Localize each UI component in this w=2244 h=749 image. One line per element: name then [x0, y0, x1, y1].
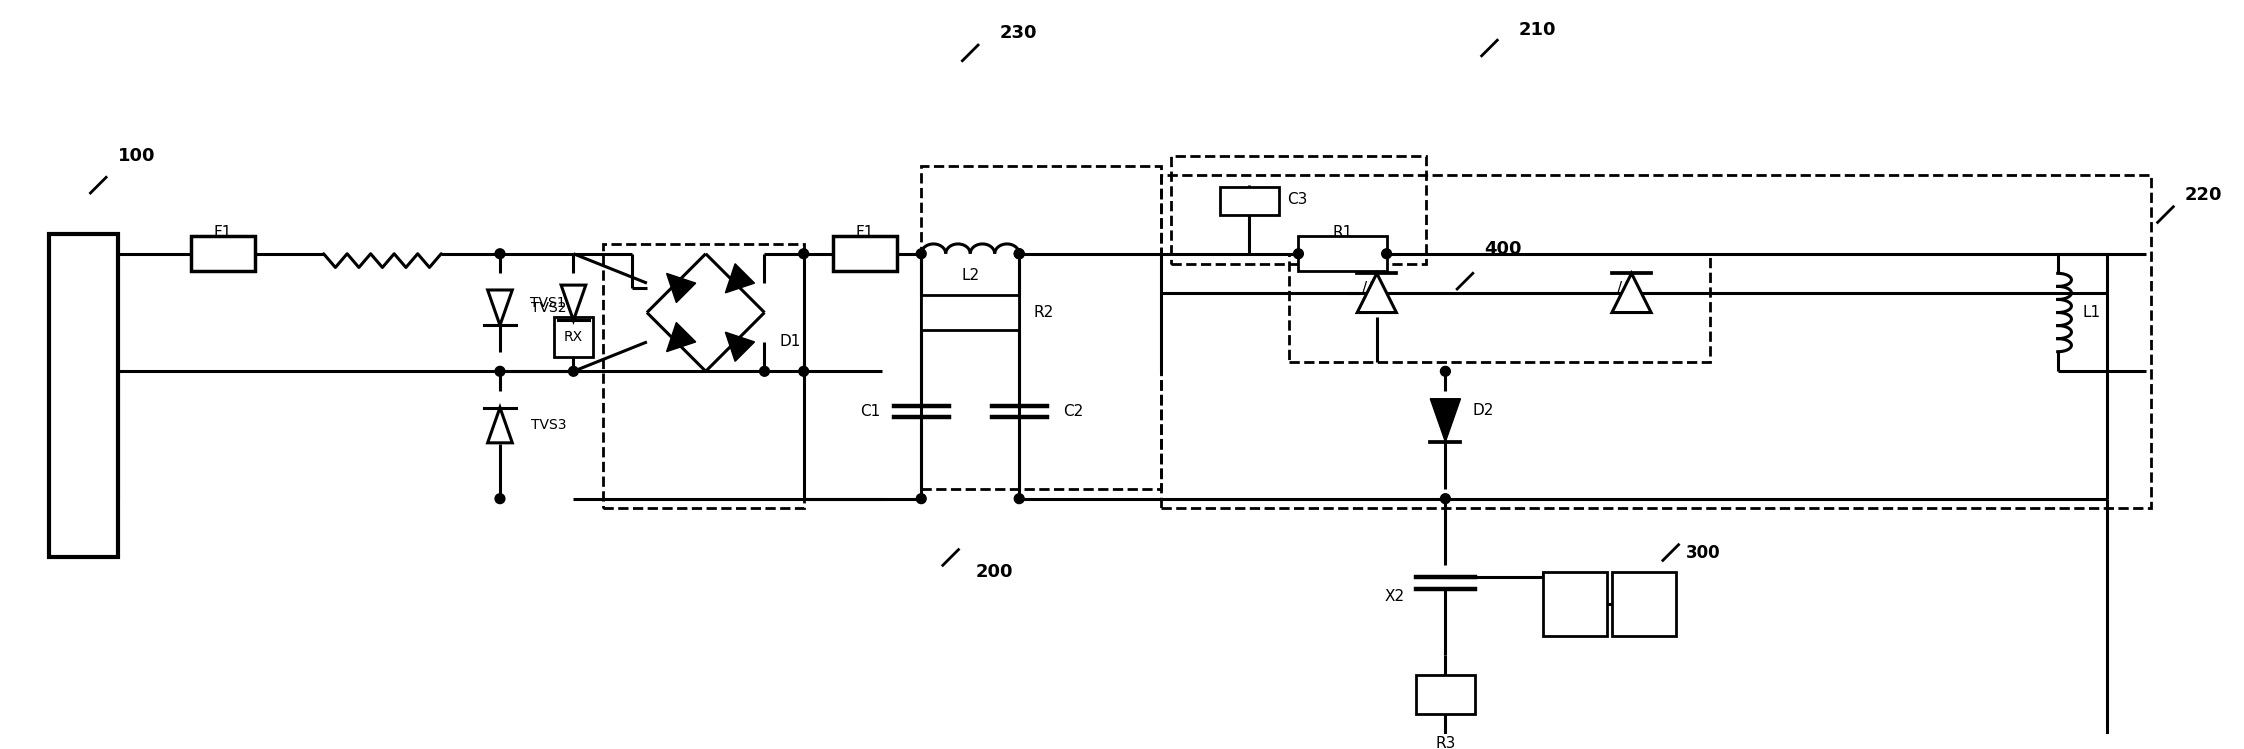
Polygon shape: [1429, 398, 1461, 442]
Text: R2: R2: [1034, 305, 1055, 320]
Circle shape: [799, 366, 808, 376]
Bar: [1544, 572, 1607, 636]
Circle shape: [799, 249, 808, 258]
Polygon shape: [1358, 273, 1396, 312]
Text: F1: F1: [855, 225, 873, 240]
Text: R1: R1: [1333, 225, 1353, 240]
Text: D2: D2: [1472, 403, 1495, 418]
Text: C3: C3: [1286, 192, 1306, 207]
Circle shape: [1293, 249, 1304, 258]
Text: L1: L1: [2082, 305, 2100, 320]
Bar: [1221, 187, 1279, 214]
Text: 230: 230: [999, 24, 1037, 42]
Circle shape: [1441, 494, 1450, 503]
Bar: [191, 236, 256, 271]
Bar: [554, 318, 592, 357]
Text: 400: 400: [1486, 240, 1521, 258]
Circle shape: [496, 366, 505, 376]
Text: TVS1: TVS1: [530, 296, 565, 310]
Text: //: //: [1616, 281, 1627, 296]
Circle shape: [916, 494, 927, 503]
Bar: [1611, 572, 1676, 636]
Text: 200: 200: [976, 563, 1012, 581]
Text: 210: 210: [1519, 22, 1557, 40]
Text: X2: X2: [1385, 589, 1405, 604]
Polygon shape: [725, 264, 754, 293]
Circle shape: [1014, 249, 1023, 258]
Text: D1: D1: [779, 334, 801, 350]
Text: L2: L2: [960, 268, 978, 283]
Bar: [1416, 675, 1474, 715]
Bar: [604, 244, 803, 509]
Text: TVS3: TVS3: [532, 418, 568, 432]
Text: R3: R3: [1436, 736, 1456, 749]
Bar: [49, 234, 119, 557]
Circle shape: [496, 494, 505, 503]
Text: C1: C1: [859, 404, 880, 419]
Bar: [1288, 254, 1710, 362]
Text: RX: RX: [563, 330, 583, 344]
Bar: [1171, 156, 1425, 264]
Bar: [1162, 175, 2150, 509]
Bar: [833, 236, 898, 271]
Circle shape: [568, 366, 579, 376]
Circle shape: [1441, 366, 1450, 376]
Bar: [1299, 236, 1387, 271]
Polygon shape: [487, 407, 512, 443]
Circle shape: [1014, 249, 1023, 258]
Polygon shape: [1611, 273, 1652, 312]
Circle shape: [1014, 494, 1023, 503]
Polygon shape: [666, 323, 696, 351]
Polygon shape: [666, 273, 696, 303]
Circle shape: [496, 249, 505, 258]
Text: 220: 220: [2186, 186, 2222, 204]
Polygon shape: [725, 333, 754, 361]
Bar: [922, 295, 1019, 330]
Circle shape: [916, 249, 927, 258]
Polygon shape: [561, 285, 586, 321]
Bar: [922, 166, 1162, 489]
Text: //: //: [1362, 281, 1371, 296]
Text: 300: 300: [1685, 544, 1721, 562]
Text: 100: 100: [119, 147, 155, 165]
Polygon shape: [487, 290, 512, 325]
Text: TVS2: TVS2: [532, 300, 568, 315]
Circle shape: [758, 366, 770, 376]
Text: C2: C2: [1064, 404, 1084, 419]
Circle shape: [1382, 249, 1391, 258]
Text: F1: F1: [213, 225, 231, 240]
